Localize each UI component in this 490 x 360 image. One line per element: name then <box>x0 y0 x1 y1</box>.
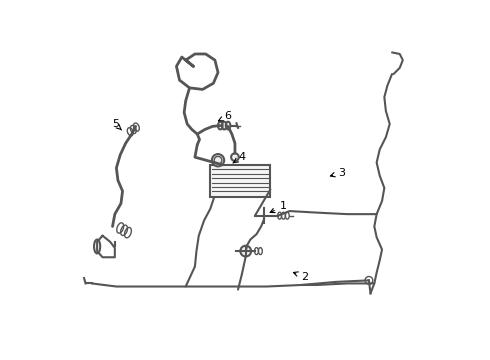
Text: 4: 4 <box>233 152 245 163</box>
Text: 6: 6 <box>219 111 231 121</box>
Bar <box>210 165 270 197</box>
Text: 5: 5 <box>112 119 122 130</box>
Circle shape <box>231 153 239 161</box>
Text: 3: 3 <box>330 167 345 177</box>
Circle shape <box>240 246 251 256</box>
Text: 2: 2 <box>294 271 308 282</box>
Text: 1: 1 <box>270 202 287 213</box>
Circle shape <box>212 154 224 166</box>
